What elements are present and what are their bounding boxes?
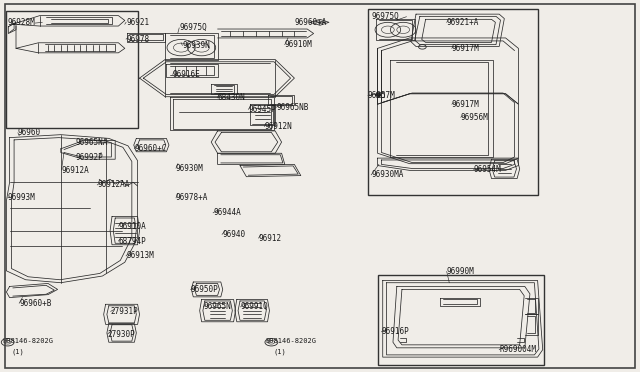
Text: 96930MA: 96930MA xyxy=(371,170,404,179)
Text: B08146-8202G: B08146-8202G xyxy=(3,339,54,344)
Bar xyxy=(378,275,544,365)
Text: 27930P: 27930P xyxy=(108,330,135,339)
Text: 96940: 96940 xyxy=(222,230,245,239)
Text: 68430N: 68430N xyxy=(218,93,245,102)
Text: 96916E: 96916E xyxy=(173,70,200,79)
Text: 96956M: 96956M xyxy=(461,113,488,122)
Text: 68794P: 68794P xyxy=(118,237,146,246)
Text: 96916P: 96916P xyxy=(381,327,409,336)
Text: 96921+A: 96921+A xyxy=(447,18,479,27)
Text: B08146-8202G: B08146-8202G xyxy=(265,339,316,344)
Text: 96912AA: 96912AA xyxy=(97,180,130,189)
Text: 96975Q: 96975Q xyxy=(371,12,399,21)
Text: 96921: 96921 xyxy=(126,18,149,27)
Text: 96992P: 96992P xyxy=(76,153,103,162)
Text: 96917M: 96917M xyxy=(452,44,479,53)
Text: R969004M: R969004M xyxy=(499,345,536,354)
Text: 96965N: 96965N xyxy=(204,302,231,311)
Text: 96954M: 96954M xyxy=(474,165,501,174)
Text: 96930M: 96930M xyxy=(176,164,204,173)
Text: 96939N: 96939N xyxy=(182,41,210,50)
Text: 96990M: 96990M xyxy=(447,267,474,276)
Text: 96928M: 96928M xyxy=(8,18,35,27)
Text: 96960+A: 96960+A xyxy=(294,18,327,27)
Text: 96991Q: 96991Q xyxy=(241,302,268,311)
Text: 96957M: 96957M xyxy=(368,91,396,100)
Text: (1): (1) xyxy=(12,348,24,355)
Text: 96960+C: 96960+C xyxy=(134,144,167,153)
Text: 96960+B: 96960+B xyxy=(19,299,52,308)
Text: 96912N: 96912N xyxy=(264,122,292,131)
Circle shape xyxy=(376,93,381,96)
Text: 96917M: 96917M xyxy=(452,100,479,109)
Text: 96960: 96960 xyxy=(18,128,41,137)
Text: 96912A: 96912A xyxy=(61,166,89,174)
Text: 96912: 96912 xyxy=(259,234,282,243)
Text: 96910M: 96910M xyxy=(285,40,312,49)
Text: 96913M: 96913M xyxy=(126,251,154,260)
Text: 96978+A: 96978+A xyxy=(176,193,209,202)
Text: 96993M: 96993M xyxy=(8,193,35,202)
Text: 96965NB: 96965NB xyxy=(276,103,309,112)
Bar xyxy=(6,11,138,128)
Text: 96965NA: 96965NA xyxy=(76,138,108,147)
Text: 96975Q: 96975Q xyxy=(179,23,207,32)
Text: 96978: 96978 xyxy=(126,35,149,44)
Text: (1): (1) xyxy=(274,348,287,355)
Text: 96950P: 96950P xyxy=(191,285,218,294)
Text: 96945P: 96945P xyxy=(248,105,276,114)
Text: 96910A: 96910A xyxy=(118,222,146,231)
Bar xyxy=(368,9,538,195)
Text: 96944A: 96944A xyxy=(213,208,241,217)
Text: 27931P: 27931P xyxy=(111,307,138,316)
